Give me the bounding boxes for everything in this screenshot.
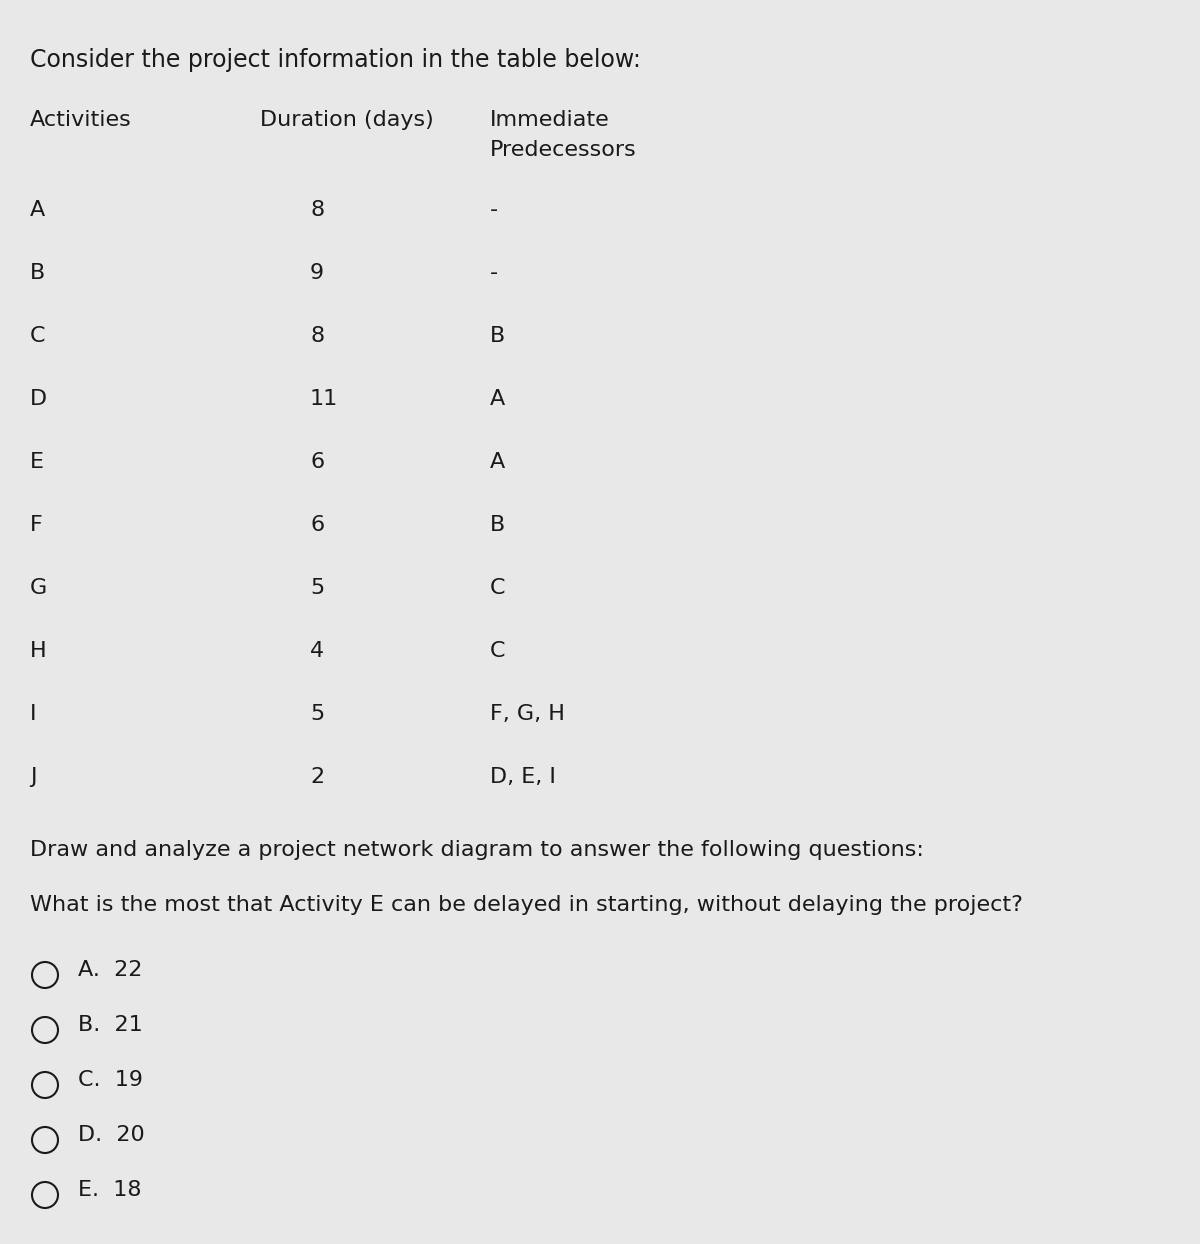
Text: B.  21: B. 21 [78, 1015, 143, 1035]
Text: C: C [490, 578, 505, 598]
Text: I: I [30, 704, 36, 724]
Text: E: E [30, 452, 44, 471]
Text: 6: 6 [310, 452, 324, 471]
Text: Predecessors: Predecessors [490, 141, 637, 160]
Text: -: - [490, 262, 498, 282]
Text: 9: 9 [310, 262, 324, 282]
Text: B: B [30, 262, 46, 282]
Text: A: A [490, 389, 505, 409]
Text: -: - [490, 200, 498, 220]
Text: A.  22: A. 22 [78, 960, 143, 980]
Text: Draw and analyze a project network diagram to answer the following questions:: Draw and analyze a project network diagr… [30, 840, 924, 860]
Text: 8: 8 [310, 200, 324, 220]
Text: F: F [30, 515, 43, 535]
Text: E.  18: E. 18 [78, 1181, 142, 1200]
Text: D: D [30, 389, 47, 409]
Text: 4: 4 [310, 641, 324, 661]
Text: J: J [30, 768, 36, 787]
Text: Consider the project information in the table below:: Consider the project information in the … [30, 49, 641, 72]
Text: G: G [30, 578, 47, 598]
Text: Activities: Activities [30, 109, 132, 131]
Text: D.  20: D. 20 [78, 1125, 145, 1144]
Text: 8: 8 [310, 326, 324, 346]
Text: A: A [490, 452, 505, 471]
Text: B: B [490, 515, 505, 535]
Text: C: C [490, 641, 505, 661]
Text: Immediate: Immediate [490, 109, 610, 131]
Text: Duration (days): Duration (days) [260, 109, 433, 131]
Text: C: C [30, 326, 46, 346]
Text: C.  19: C. 19 [78, 1070, 143, 1090]
Text: 6: 6 [310, 515, 324, 535]
Text: B: B [490, 326, 505, 346]
Text: F, G, H: F, G, H [490, 704, 565, 724]
Text: H: H [30, 641, 47, 661]
Text: 11: 11 [310, 389, 338, 409]
Text: A: A [30, 200, 46, 220]
Text: 5: 5 [310, 578, 324, 598]
Text: What is the most that Activity E can be delayed in starting, without delaying th: What is the most that Activity E can be … [30, 894, 1022, 916]
Text: 2: 2 [310, 768, 324, 787]
Text: D, E, I: D, E, I [490, 768, 556, 787]
Text: 5: 5 [310, 704, 324, 724]
